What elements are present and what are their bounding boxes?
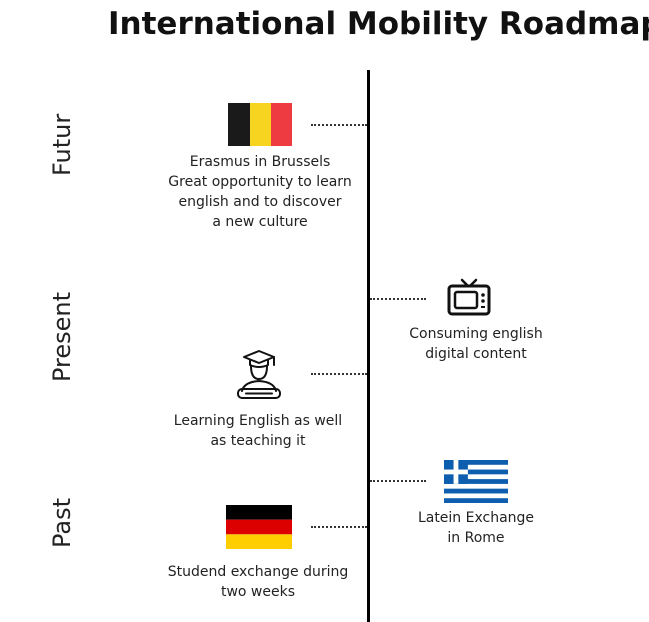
connector-rome: [370, 480, 426, 482]
era-label-present: Present: [48, 291, 76, 382]
graduate-icon: [234, 349, 284, 401]
connector-teaching: [311, 373, 367, 375]
timeline-axis: [367, 70, 370, 622]
era-label-past: Past: [48, 497, 76, 548]
caption-teaching: Learning English as well as teaching it: [173, 413, 343, 449]
page-title: International Mobility Roadmap: [108, 6, 649, 42]
belgium-flag-icon: [228, 103, 292, 146]
tv-icon: [446, 278, 492, 318]
greece-flag-icon: [444, 460, 508, 503]
caption-rome: Latein Exchange in Rome: [417, 510, 535, 546]
era-label-future: Futur: [48, 113, 76, 176]
connector-digital: [370, 298, 426, 300]
caption-digital: Consuming english digital content: [409, 326, 543, 362]
caption-brussels: Erasmus in Brussels Great opportunity to…: [168, 154, 352, 230]
germany-flag-icon: [226, 505, 292, 549]
connector-brussels: [311, 124, 367, 126]
connector-germany: [311, 526, 367, 528]
caption-germany: Studend exchange during two weeks: [167, 564, 349, 600]
